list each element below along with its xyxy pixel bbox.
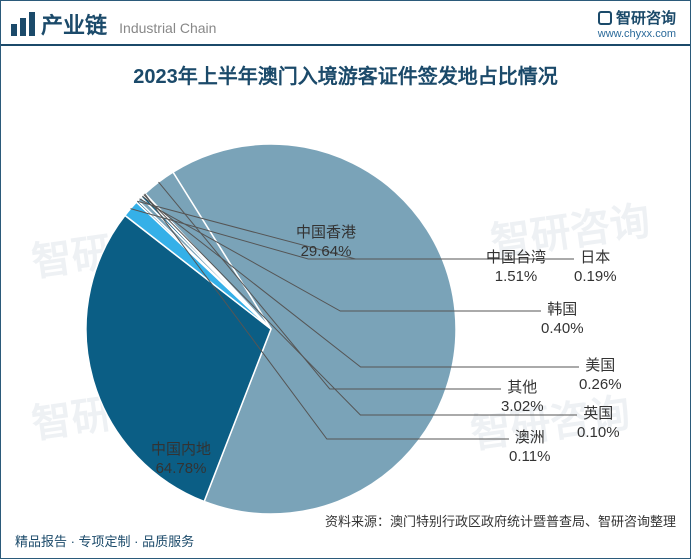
slice-label-8: 其他3.02% — [501, 379, 544, 417]
header-right: 智研咨询 www.chyxx.com — [598, 7, 676, 40]
brand-icon — [598, 11, 612, 25]
slice-label-3: 日本0.19% — [574, 249, 617, 287]
header: 产业链 Industrial Chain 智研咨询 www.chyxx.com — [1, 1, 690, 46]
footer-left: 精品报告 · 专项定制 · 品质服务 — [15, 531, 194, 550]
slice-label-1: 中国香港29.64% — [296, 224, 356, 262]
header-title: 产业链 Industrial Chain — [41, 8, 216, 40]
brand-url: www.chyxx.com — [598, 28, 676, 40]
header-title-en: Industrial Chain — [119, 20, 216, 36]
slice-label-0: 中国内地64.78% — [151, 441, 211, 479]
header-left: 产业链 Industrial Chain — [11, 8, 216, 40]
chart-area: 智研咨询 智研咨询 智研咨询 智研咨询 中国内地64.78%中国香港29.64%… — [1, 89, 690, 519]
chart-title: 2023年上半年澳门入境游客证件签发地占比情况 — [1, 60, 690, 89]
header-title-cn: 产业链 — [41, 13, 107, 38]
brand: 智研咨询 — [598, 7, 676, 28]
bar-icon — [11, 12, 35, 36]
slice-label-7: 澳洲0.11% — [509, 429, 550, 467]
slice-label-5: 美国0.26% — [579, 357, 622, 395]
source-text: 资料来源：澳门特别行政区政府统计暨普查局、智研咨询整理 — [325, 511, 676, 530]
slice-label-2: 中国台湾1.51% — [486, 249, 546, 287]
brand-text: 智研咨询 — [616, 7, 676, 28]
slice-label-4: 韩国0.40% — [541, 301, 584, 339]
pie-chart — [1, 89, 691, 519]
slice-label-6: 英国0.10% — [577, 405, 620, 443]
